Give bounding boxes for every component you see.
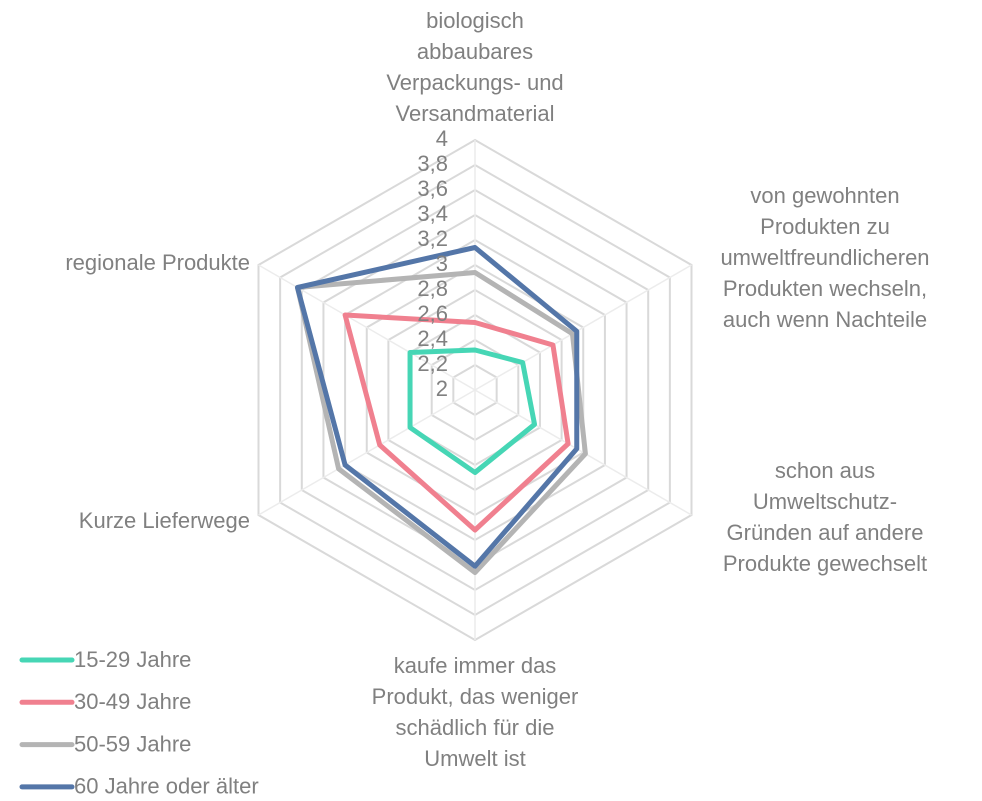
axis-label: kaufe immer das Produkt, das weniger sch…	[371, 653, 579, 771]
r-tick-label: 3,6	[417, 176, 448, 201]
r-tick-label: 3,2	[417, 226, 448, 251]
legend-label: 30-49 Jahre	[74, 689, 191, 714]
series-line	[407, 347, 538, 475]
r-tick-label: 2,6	[417, 301, 448, 326]
r-tick-label: 3,4	[417, 201, 448, 226]
axis-label: schon aus Umweltschutz- Gründen auf ande…	[722, 458, 928, 576]
r-tick-label: 2	[436, 376, 448, 401]
r-tick-label: 2,8	[417, 276, 448, 301]
r-tick-label: 4	[436, 126, 448, 151]
legend-label: 50-59 Jahre	[74, 731, 191, 756]
spoke	[474, 264, 692, 391]
axis-label: Kurze Lieferwege	[78, 508, 250, 533]
series-line	[342, 312, 571, 533]
spoke	[258, 389, 476, 516]
axis-label: biologisch abbaubares Verpackungs- und V…	[386, 8, 564, 126]
spoke	[258, 264, 476, 391]
axis-label: regionale Produkte	[65, 250, 250, 275]
r-tick-label: 2,4	[417, 326, 448, 351]
legend-label: 60 Jahre oder älter	[74, 774, 259, 799]
axis-label: von gewohnten Produkten zu umweltfreundl…	[720, 183, 930, 332]
r-tick-label: 2,2	[417, 351, 448, 376]
r-tick-label: 3	[436, 251, 448, 276]
legend-label: 15-29 Jahre	[74, 647, 191, 672]
r-tick-label: 3,8	[417, 151, 448, 176]
series-line	[294, 245, 580, 569]
